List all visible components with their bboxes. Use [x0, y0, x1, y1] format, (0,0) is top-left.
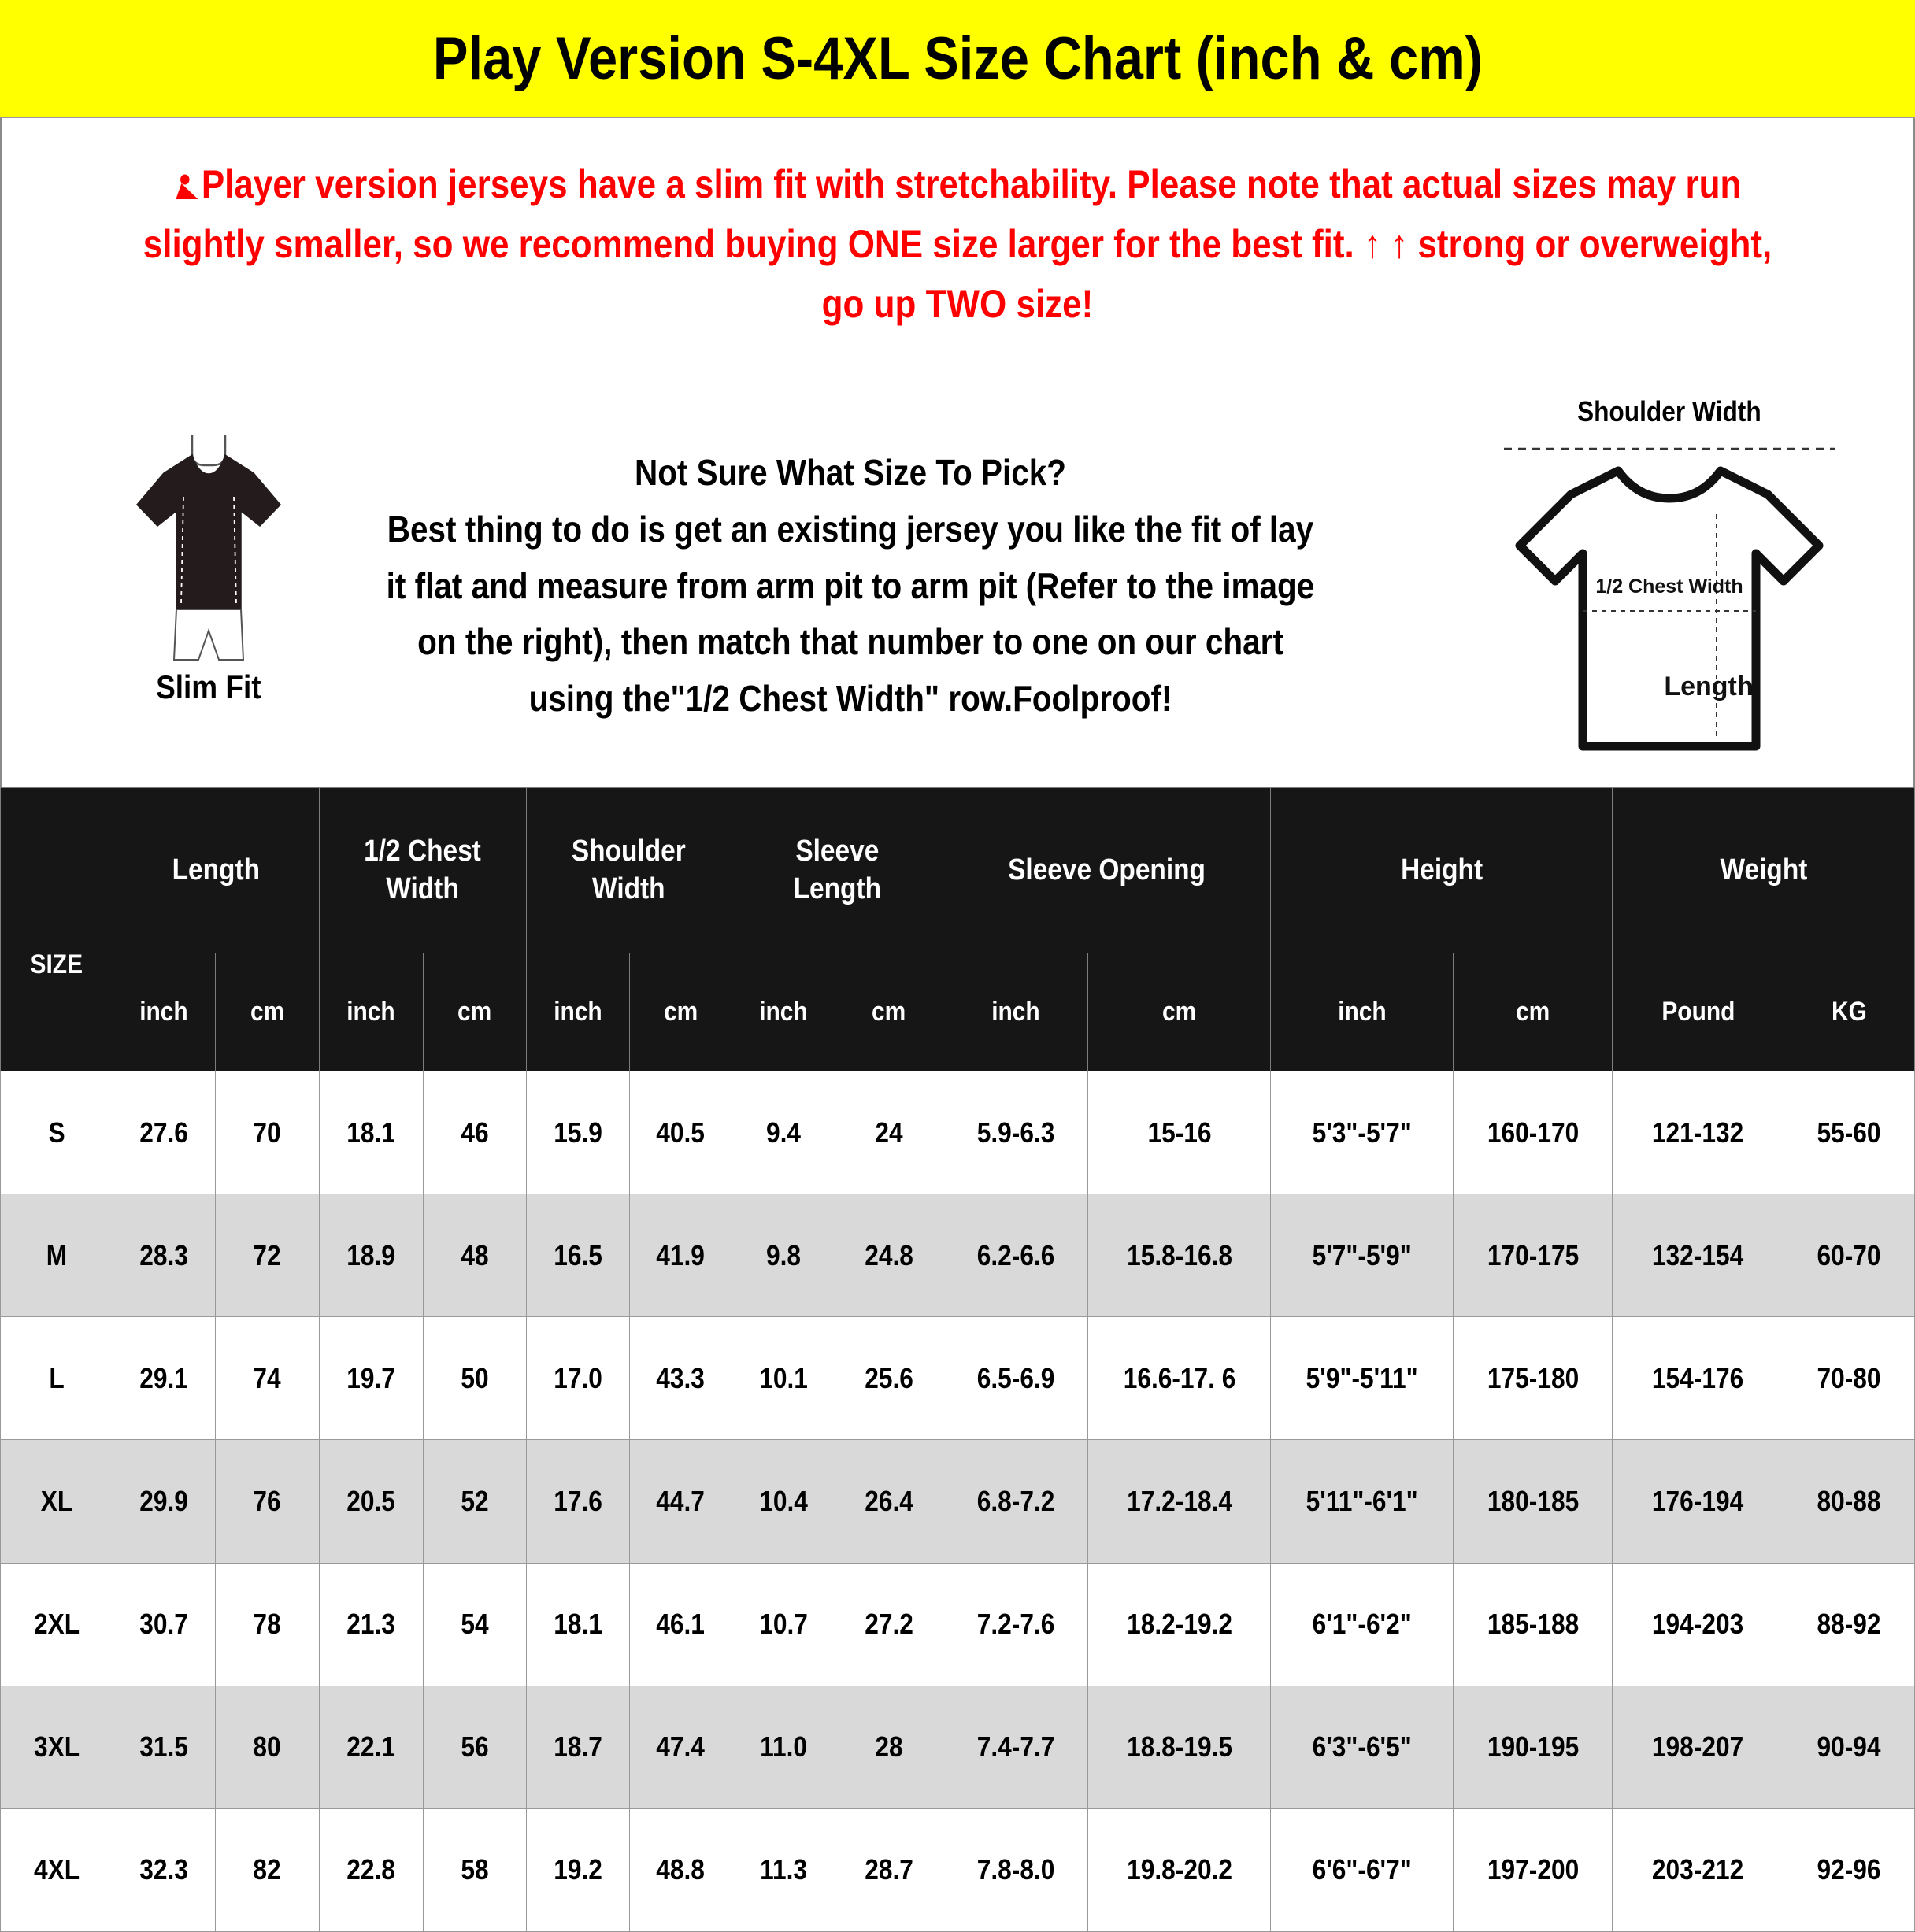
svg-text:1/2 Chest Width: 1/2 Chest Width — [1595, 576, 1743, 598]
svg-text:Length: Length — [1664, 672, 1753, 701]
